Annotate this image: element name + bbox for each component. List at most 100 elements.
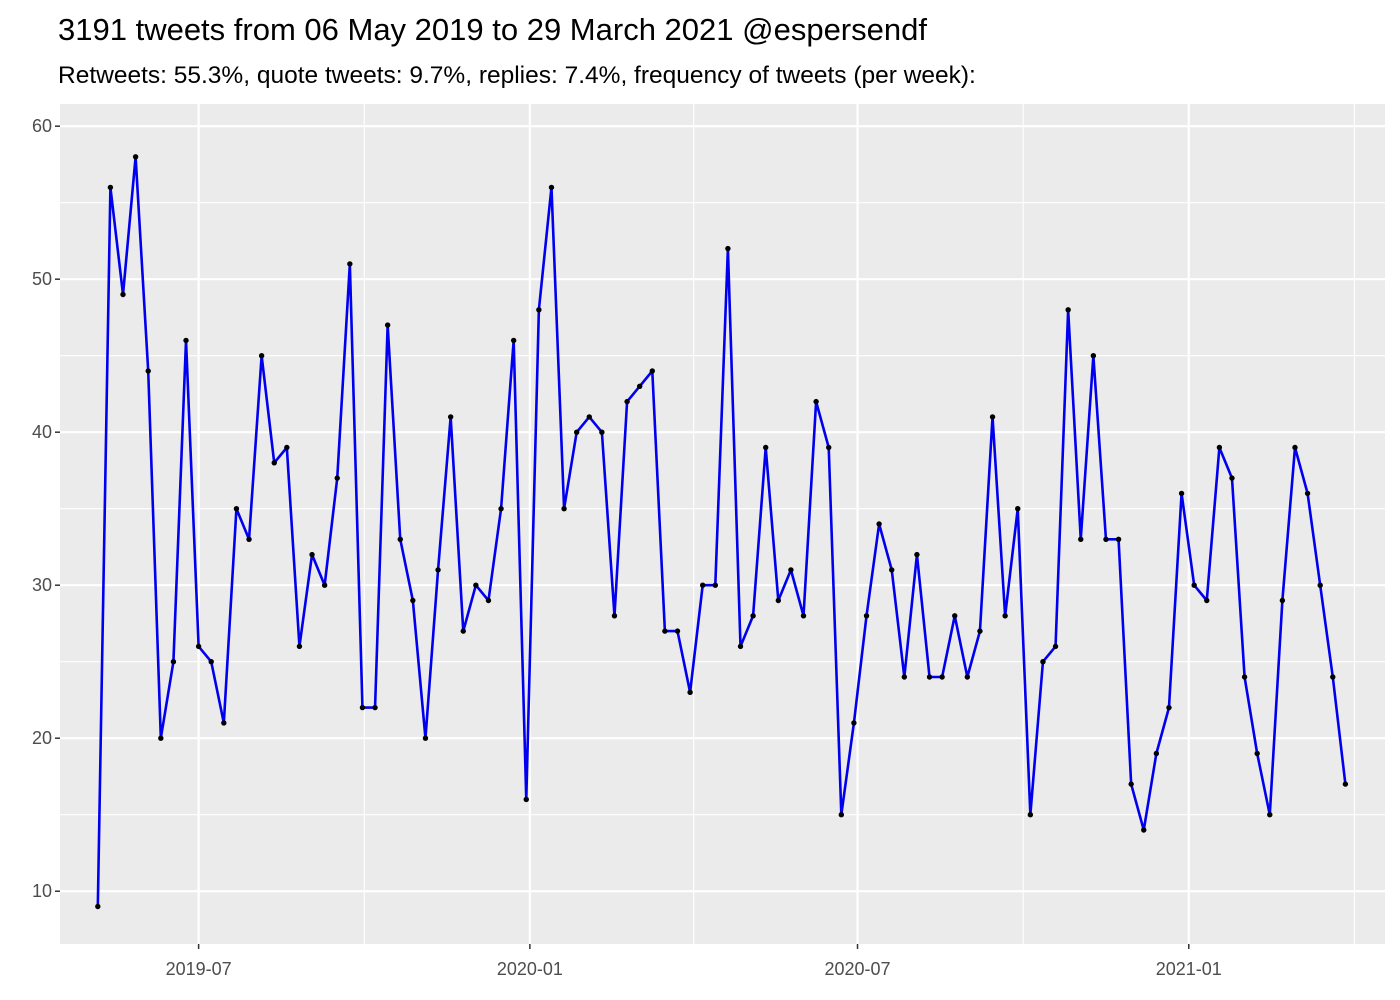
y-tick-label: 20 xyxy=(32,728,52,748)
plot-panel xyxy=(60,104,1385,944)
data-point xyxy=(863,613,870,619)
data-point xyxy=(523,796,529,803)
data-point xyxy=(1141,827,1147,833)
data-point xyxy=(1078,536,1084,542)
data-point xyxy=(1254,750,1260,757)
data-point xyxy=(195,643,202,650)
data-point xyxy=(599,429,605,435)
data-point xyxy=(132,154,139,160)
y-axis-labels: 10 20 30 40 50 60 xyxy=(32,116,52,901)
data-point xyxy=(1065,307,1071,313)
data-point xyxy=(321,582,328,588)
data-point xyxy=(952,613,958,619)
data-point xyxy=(649,368,655,374)
data-point xyxy=(510,337,517,344)
data-point xyxy=(1191,582,1197,588)
y-tick-label: 60 xyxy=(32,116,52,136)
x-tick-label: 2019-07 xyxy=(166,959,232,979)
data-point xyxy=(1330,674,1336,680)
data-point xyxy=(813,398,819,405)
data-point xyxy=(964,674,971,680)
data-point xyxy=(233,506,240,512)
data-point xyxy=(473,582,479,588)
x-tick-label: 2020-07 xyxy=(824,959,890,979)
data-point xyxy=(1103,536,1109,542)
data-point xyxy=(838,812,845,818)
data-point xyxy=(271,460,277,466)
data-point xyxy=(712,582,718,588)
data-point xyxy=(737,643,744,650)
data-point xyxy=(1216,444,1223,451)
data-point xyxy=(700,582,706,588)
x-tick-label: 2020-01 xyxy=(497,959,563,979)
data-point xyxy=(914,551,920,558)
y-tick-label: 50 xyxy=(32,269,52,289)
x-tick-label: 2021-01 xyxy=(1156,959,1222,979)
data-point xyxy=(246,536,252,542)
data-point xyxy=(1166,704,1172,711)
data-point xyxy=(435,567,441,573)
data-point xyxy=(1267,812,1273,818)
data-point xyxy=(1292,444,1298,451)
data-point xyxy=(1052,643,1059,650)
data-point xyxy=(359,704,366,711)
data-point xyxy=(258,352,265,359)
data-point xyxy=(422,735,429,741)
data-point xyxy=(851,720,857,726)
data-point xyxy=(763,444,769,451)
data-point xyxy=(611,613,618,619)
data-point xyxy=(372,704,378,711)
data-point xyxy=(1229,475,1235,481)
data-point xyxy=(1317,582,1323,588)
data-point xyxy=(536,307,542,313)
data-point xyxy=(208,659,214,665)
data-point xyxy=(800,613,807,619)
data-point xyxy=(1241,674,1248,680)
data-point xyxy=(170,659,177,665)
data-point xyxy=(95,903,101,910)
grid-major xyxy=(60,104,1385,944)
data-point xyxy=(296,643,303,650)
data-point xyxy=(662,628,668,634)
data-point xyxy=(1128,781,1134,787)
data-point xyxy=(674,628,681,634)
data-point xyxy=(687,689,693,696)
data-point xyxy=(624,398,630,405)
data-point xyxy=(284,444,290,451)
y-tick-label: 30 xyxy=(32,575,52,595)
data-point xyxy=(1027,812,1034,818)
data-point xyxy=(561,506,567,512)
series-layer xyxy=(96,155,1347,907)
data-point xyxy=(1015,506,1021,512)
data-point xyxy=(309,551,315,558)
data-point xyxy=(889,567,895,573)
data-point xyxy=(1153,750,1160,757)
data-point xyxy=(1115,536,1122,542)
data-point xyxy=(977,628,983,634)
axis-ticks xyxy=(55,125,1190,949)
point-layer xyxy=(95,154,1349,910)
data-point xyxy=(397,536,403,542)
x-axis-labels: 2019-07 2020-01 2020-07 2021-01 xyxy=(166,959,1222,979)
data-point xyxy=(485,597,492,604)
data-point xyxy=(1178,490,1185,497)
grid-minor xyxy=(60,104,1385,944)
data-point xyxy=(775,597,782,604)
data-point xyxy=(989,414,996,420)
data-point xyxy=(1279,597,1286,604)
series-line xyxy=(96,155,1347,907)
y-tick-label: 10 xyxy=(32,881,52,901)
data-point xyxy=(725,245,731,252)
data-point xyxy=(447,414,454,420)
data-point xyxy=(750,613,756,619)
data-point xyxy=(120,291,126,298)
data-point xyxy=(636,383,643,389)
chart-subtitle: Retweets: 55.3%, quote tweets: 9.7%, rep… xyxy=(58,62,976,89)
data-point xyxy=(384,322,391,328)
data-point xyxy=(876,521,882,527)
data-point xyxy=(788,567,794,573)
data-point xyxy=(548,184,555,191)
data-point xyxy=(145,368,151,374)
data-point xyxy=(1204,597,1210,604)
